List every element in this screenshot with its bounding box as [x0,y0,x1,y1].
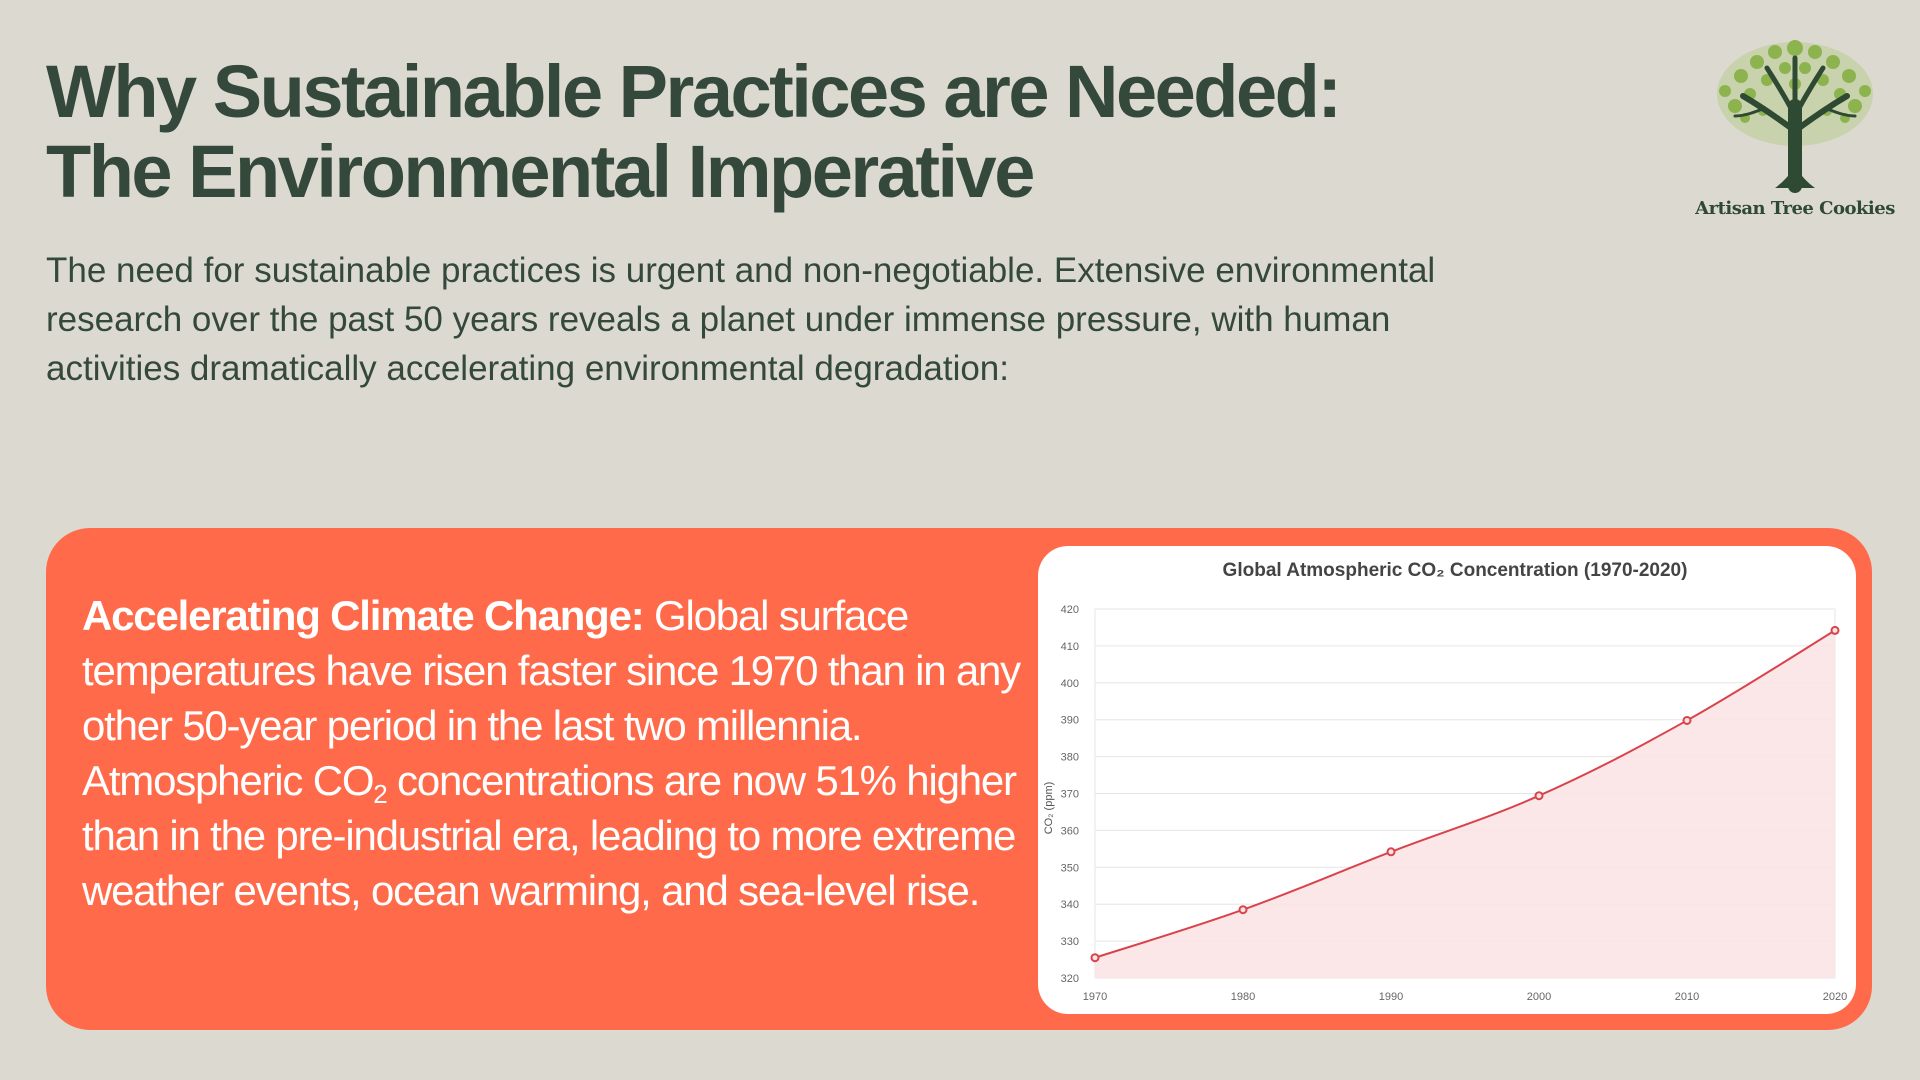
x-tick-label: 2000 [1527,991,1551,1003]
data-point [1090,953,1100,963]
card-body-part-1: Global surface temperatures have risen f… [82,592,1021,804]
data-point [1534,791,1544,801]
y-tick-label: 360 [1061,825,1079,837]
x-tick-label: 1980 [1231,991,1255,1003]
data-point [1830,625,1840,635]
y-tick-label: 410 [1061,641,1079,653]
brand-logo: Artisan Tree Cookies [1690,36,1900,226]
y-axis-label: CO₂ (ppm) [1043,782,1055,835]
chart-series-line [1094,629,1836,959]
y-tick-label: 400 [1061,678,1079,690]
climate-change-text: Accelerating Climate Change: Global surf… [82,588,1042,918]
card-body-part-2: concentrations are now 51% higher than i… [82,757,1017,914]
data-point [1238,905,1248,915]
y-tick-label: 340 [1061,899,1079,911]
card-heading: Accelerating Climate Change: [82,592,645,639]
tree-icon [1717,40,1873,193]
y-tick-label: 420 [1061,604,1079,616]
data-point [1682,715,1692,725]
x-tick-label: 1970 [1083,991,1107,1003]
co2-chart-panel: Global Atmospheric CO₂ Concentration (19… [1038,546,1856,1014]
y-tick-label: 370 [1061,789,1079,801]
chart-title: Global Atmospheric CO₂ Concentration (19… [1223,560,1688,581]
climate-change-card: Accelerating Climate Change: Global surf… [46,528,1872,1030]
card-body-subscript: 2 [373,779,387,809]
page-title: Why Sustainable Practices are Needed: Th… [46,52,1446,212]
intro-paragraph: The need for sustainable practices is ur… [46,251,1436,388]
y-tick-label: 390 [1061,715,1079,727]
chart-area-fill [1095,630,1835,978]
x-tick-label: 2020 [1823,991,1847,1003]
x-tick-label: 1990 [1379,991,1403,1003]
data-point [1386,847,1396,857]
page-title-line-1: Why Sustainable Practices are Needed: [46,50,1342,133]
x-tick-label: 2010 [1675,991,1699,1003]
y-tick-label: 380 [1061,752,1079,764]
y-tick-label: 350 [1061,862,1079,874]
co2-line-chart: Global Atmospheric CO₂ Concentration (19… [1043,560,1847,1003]
y-tick-label: 320 [1061,973,1079,985]
brand-name: Artisan Tree Cookies [1695,198,1895,219]
y-tick-label: 330 [1061,936,1079,948]
page-title-line-2: The Environmental Imperative [46,130,1035,213]
